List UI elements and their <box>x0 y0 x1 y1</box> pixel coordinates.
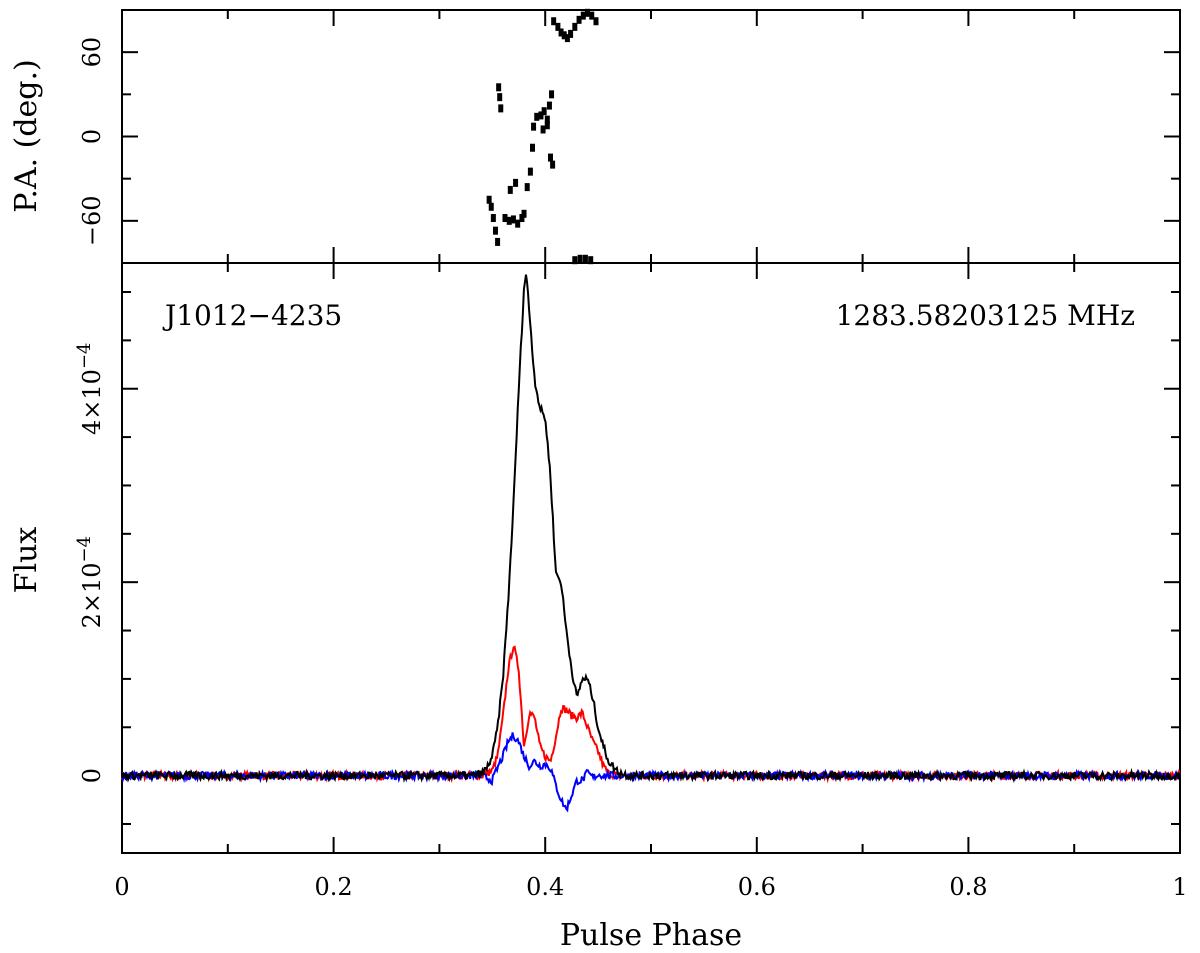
flux-ytick-exponent: −4 <box>74 536 95 563</box>
pa-point <box>530 143 536 152</box>
pa-point <box>550 160 556 169</box>
pa-point <box>521 209 527 218</box>
flux-xtick-label: 1 <box>1172 873 1187 901</box>
pa-point <box>593 17 599 26</box>
pa-ytick-label: 0 <box>78 129 106 144</box>
pa-point <box>519 214 525 223</box>
pa-point <box>564 34 570 43</box>
pa-point <box>546 101 552 110</box>
pa-point <box>588 256 594 265</box>
pa-point <box>502 214 508 223</box>
pa-ylabel: P.A. (deg.) <box>9 59 44 213</box>
flux-ytick-mantissa: 0 <box>78 768 106 783</box>
pa-point <box>515 219 521 228</box>
pa-point <box>506 216 512 225</box>
pa-point <box>538 111 544 120</box>
pa-point <box>585 8 591 17</box>
flux-series-line <box>121 645 1181 784</box>
pa-point <box>547 153 553 162</box>
pa-point <box>513 178 519 187</box>
pa-point <box>589 11 595 20</box>
pa-point <box>551 17 557 26</box>
pa-point <box>576 15 582 24</box>
flux-series-line <box>121 732 1181 813</box>
pa-point <box>568 29 574 38</box>
flux-xtick-label: 0.4 <box>526 873 564 901</box>
pa-point <box>527 167 533 176</box>
pa-ticks <box>121 9 1181 264</box>
flux-xtick-label: 0.6 <box>738 873 776 901</box>
pa-point <box>524 183 530 192</box>
flux-xtick-label: 0 <box>114 873 129 901</box>
pa-point <box>507 185 513 194</box>
pulsar-name-annotation: J1012−4235 <box>162 299 342 332</box>
pa-point <box>531 122 537 131</box>
flux-series-line <box>121 274 1181 784</box>
pa-panel: −60 0 60 P.A. (deg.) <box>9 8 1181 265</box>
flux-ticks <box>121 263 1181 853</box>
pa-point <box>510 215 516 224</box>
pa-point <box>580 11 586 20</box>
flux-ytick-labels: 02×10−44×10−4 <box>74 343 106 784</box>
flux-ytick-mantissa: 4×10 <box>78 369 106 435</box>
flux-ylabel: Flux <box>9 527 44 594</box>
pa-point <box>555 22 561 31</box>
pa-point <box>572 256 578 265</box>
pa-point <box>540 125 546 134</box>
pa-point <box>490 214 496 223</box>
pa-point <box>488 202 494 211</box>
pa-point <box>498 104 504 113</box>
flux-xtick-label: 0.2 <box>315 873 353 901</box>
pa-point <box>558 28 564 37</box>
pa-point <box>544 115 550 124</box>
flux-ytick-label: 2×10−4 <box>74 536 106 628</box>
flux-ytick-label: 4×10−4 <box>74 343 106 435</box>
flux-xtick-label: 0.8 <box>949 873 987 901</box>
pa-ytick-label: −60 <box>78 196 106 247</box>
flux-xtick-labels: 0 0.2 0.4 0.6 0.8 1 <box>114 873 1187 901</box>
flux-ytick-label: 0 <box>78 768 106 783</box>
flux-panel-frame <box>121 262 1181 854</box>
pa-point <box>577 254 583 263</box>
pa-point <box>495 237 501 246</box>
flux-xlabel: Pulse Phase <box>560 918 742 953</box>
pa-panel-frame <box>121 9 1181 264</box>
pa-ytick-label: 60 <box>78 37 106 68</box>
pa-point <box>541 107 547 116</box>
pa-point <box>582 254 588 263</box>
pa-point <box>497 93 503 102</box>
pa-point <box>572 22 578 31</box>
flux-ytick-exponent: −4 <box>74 343 95 370</box>
flux-panel: 02×10−44×10−4 0 0.2 0.4 0.6 0.8 1 J1012−4235 … <box>9 262 1188 953</box>
frequency-annotation: 1283.58203125 MHz <box>836 299 1135 332</box>
pa-ytick-labels: −60 0 60 <box>78 37 106 246</box>
pa-point <box>486 195 492 204</box>
flux-ytick-mantissa: 2×10 <box>78 562 106 628</box>
pa-points <box>486 8 599 265</box>
flux-series <box>121 274 1181 813</box>
pa-point <box>561 31 567 40</box>
pa-point <box>534 112 540 121</box>
pa-point <box>496 83 502 92</box>
pa-point <box>492 226 498 235</box>
pa-point <box>549 90 555 99</box>
pa-point <box>544 121 550 130</box>
